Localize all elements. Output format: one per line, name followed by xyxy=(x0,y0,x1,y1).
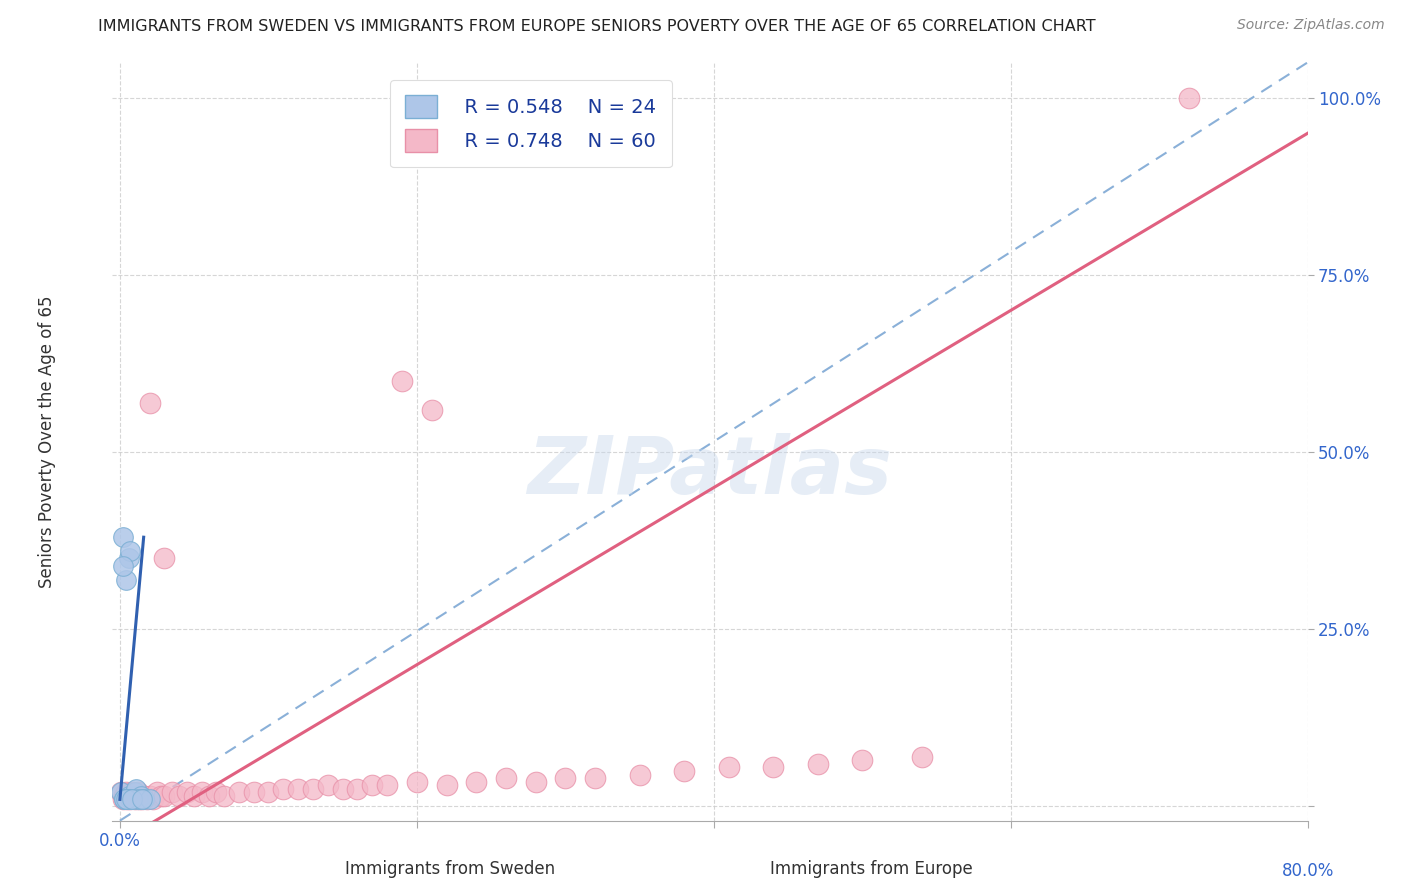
Point xyxy=(122,789,145,803)
Text: Immigrants from Europe: Immigrants from Europe xyxy=(770,860,973,878)
Text: Seniors Poverty Over the Age of 65: Seniors Poverty Over the Age of 65 xyxy=(38,295,56,588)
Point xyxy=(120,792,142,806)
Point xyxy=(257,785,280,799)
Point xyxy=(910,750,932,764)
Point xyxy=(524,774,547,789)
Point xyxy=(125,789,148,803)
Point xyxy=(287,781,309,796)
Point xyxy=(121,792,143,806)
Point xyxy=(118,551,141,566)
Point xyxy=(132,789,155,803)
Point xyxy=(205,785,228,799)
Point xyxy=(673,764,696,778)
Text: Immigrants from Sweden: Immigrants from Sweden xyxy=(344,860,555,878)
Legend:   R = 0.548    N = 24,   R = 0.748    N = 60: R = 0.548 N = 24, R = 0.748 N = 60 xyxy=(389,79,672,168)
Point xyxy=(346,781,368,796)
Point xyxy=(583,771,606,785)
Point xyxy=(146,785,169,799)
Point xyxy=(138,792,160,806)
Point xyxy=(153,789,176,803)
Point xyxy=(115,573,138,587)
Point xyxy=(112,789,135,803)
Point xyxy=(110,785,132,799)
Point xyxy=(316,778,339,792)
Point xyxy=(111,558,134,573)
Point xyxy=(332,781,354,796)
Point xyxy=(405,774,427,789)
Point xyxy=(125,781,148,796)
Point xyxy=(391,374,413,388)
Point xyxy=(138,395,160,409)
Point xyxy=(117,792,139,806)
Point xyxy=(117,792,139,806)
Point xyxy=(851,753,873,767)
Point xyxy=(176,785,198,799)
Point xyxy=(112,792,135,806)
Point xyxy=(628,767,651,781)
Point xyxy=(242,785,264,799)
Point xyxy=(271,781,294,796)
Point xyxy=(129,789,152,803)
Point xyxy=(554,771,576,785)
Point xyxy=(495,771,517,785)
Point xyxy=(121,792,143,806)
Point xyxy=(124,785,146,799)
Point xyxy=(142,792,165,806)
Point xyxy=(807,756,830,771)
Point xyxy=(361,778,384,792)
Point xyxy=(150,789,173,803)
Point xyxy=(121,785,143,799)
Point xyxy=(420,402,443,417)
Point xyxy=(112,792,135,806)
Text: 80.0%: 80.0% xyxy=(1281,863,1334,880)
Point xyxy=(1178,91,1201,105)
Point xyxy=(717,760,740,774)
Point xyxy=(111,530,134,544)
Point xyxy=(127,792,149,806)
Point xyxy=(138,789,160,803)
Point xyxy=(122,789,145,803)
Point xyxy=(302,781,325,796)
Point xyxy=(115,792,138,806)
Point xyxy=(228,785,250,799)
Point xyxy=(153,551,176,566)
Point xyxy=(183,789,205,803)
Text: ZIPatlas: ZIPatlas xyxy=(527,433,893,511)
Point xyxy=(212,789,235,803)
Point xyxy=(117,792,139,806)
Point xyxy=(135,792,157,806)
Point xyxy=(436,778,458,792)
Point xyxy=(115,785,138,799)
Point xyxy=(124,792,146,806)
Point xyxy=(132,792,155,806)
Point xyxy=(131,792,153,806)
Point xyxy=(128,792,150,806)
Point xyxy=(127,785,149,799)
Point xyxy=(118,789,141,803)
Point xyxy=(190,785,212,799)
Point xyxy=(120,544,142,558)
Point xyxy=(129,789,152,803)
Point xyxy=(465,774,488,789)
Point xyxy=(169,789,191,803)
Point xyxy=(131,792,153,806)
Point xyxy=(127,792,149,806)
Point xyxy=(120,792,142,806)
Point xyxy=(118,789,141,803)
Point xyxy=(110,785,132,799)
Point xyxy=(198,789,221,803)
Point xyxy=(160,785,183,799)
Text: IMMIGRANTS FROM SWEDEN VS IMMIGRANTS FROM EUROPE SENIORS POVERTY OVER THE AGE OF: IMMIGRANTS FROM SWEDEN VS IMMIGRANTS FRO… xyxy=(98,20,1097,34)
Point xyxy=(375,778,398,792)
Point xyxy=(762,760,785,774)
Point xyxy=(111,792,134,806)
Text: Source: ZipAtlas.com: Source: ZipAtlas.com xyxy=(1237,18,1385,31)
